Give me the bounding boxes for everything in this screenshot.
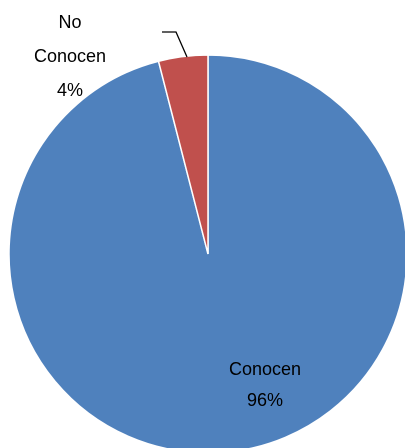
leader-layer [162, 31, 188, 58]
data-label-line: Conocen [229, 359, 301, 379]
data-label-conocen: Conocen 96% [229, 359, 301, 410]
leader-line-no-conocen [162, 31, 188, 58]
data-label-line: 96% [247, 390, 283, 410]
data-label-line: Conocen [34, 46, 106, 66]
pie-slice-no-conocen [157, 54, 209, 255]
slices-layer [8, 54, 405, 448]
data-label-no-conocen: No Conocen 4% [34, 12, 106, 100]
labels-layer: Conocen 96% No Conocen 4% [34, 12, 301, 410]
data-label-line: 4% [57, 80, 83, 100]
data-label-line: No [58, 12, 81, 32]
